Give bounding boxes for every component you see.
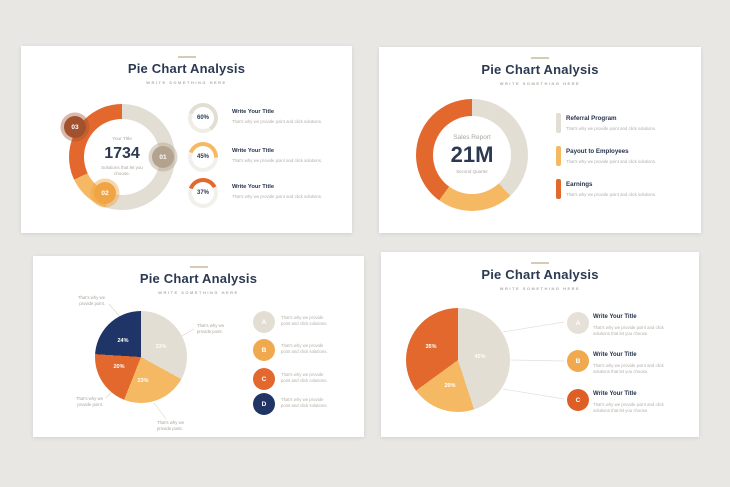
legend-marker-c: C — [253, 368, 275, 390]
donut-center: Sales Report 21M Second Quarter — [433, 116, 511, 194]
stat-desc-2: That's why we provide point and click so… — [232, 158, 323, 163]
stat-title-3: Write Your Title — [232, 184, 275, 190]
connector-line — [510, 359, 565, 362]
legend-desc-referral: That's why we provide point and click so… — [566, 126, 657, 131]
callout-bottom: That's why we provide point. — [157, 420, 185, 432]
gauge-60-percent: 60% — [196, 115, 209, 121]
legend-marker-c: C — [567, 389, 589, 411]
gauge-45-percent: 45% — [196, 154, 209, 160]
slide-4[interactable]: Pie Chart Analysis WRITE SOMETHING HERE … — [381, 252, 699, 437]
gauge-37-percent: 37% — [196, 190, 209, 196]
slide-subtitle: WRITE SOMETHING HERE — [158, 290, 239, 295]
stat-desc-1: That's why we provide point and click so… — [232, 119, 323, 124]
legend-title-payout: Payout to Employees — [566, 148, 629, 155]
pie-chart — [406, 308, 510, 412]
title-accent-dash — [531, 57, 549, 59]
legend-marker-a: A — [253, 311, 275, 333]
legend-title-c: Write Your Title — [593, 391, 637, 397]
stat-title-2: Write Your Title — [232, 148, 275, 154]
stat-desc-3: That's why we provide point and click so… — [232, 194, 323, 199]
slide-title: Pie Chart Analysis — [127, 61, 246, 76]
donut-center: Your Title 1734 Solutions that let you c… — [84, 119, 160, 195]
donut-center-value: 1734 — [104, 145, 140, 162]
slide-title: Pie Chart Analysis — [139, 271, 258, 286]
callout-bottom-left: That's why we provide point. — [75, 396, 103, 408]
gauge-37: 37% — [188, 178, 218, 208]
pie-label-beige: 33% — [155, 344, 167, 350]
legend-desc-d: That's why we provide point and click so… — [281, 397, 328, 409]
slide-subtitle: WRITE SOMETHING HERE — [146, 80, 227, 85]
legend-desc-earnings: That's why we provide point and click so… — [566, 192, 657, 197]
legend-letter-b: B — [261, 346, 267, 354]
pie-label-beige: 45% — [474, 354, 486, 360]
gauge-60: 60% — [188, 103, 218, 133]
slide-title: Pie Chart Analysis — [481, 267, 599, 282]
legend-desc-b: That's why we provide point and click so… — [593, 363, 664, 375]
legend-letter-c: C — [261, 375, 267, 383]
legend-title-b: Write Your Title — [593, 352, 637, 358]
legend-marker-d: D — [253, 393, 275, 415]
legend-swatch-earnings — [556, 179, 561, 199]
stat-title-1: Write Your Title — [232, 109, 275, 115]
legend-marker-b: B — [253, 339, 275, 361]
legend-letter-a: A — [261, 318, 267, 326]
legend-desc-b: That's why we provide point and click so… — [281, 343, 328, 355]
legend-swatch-referral — [556, 113, 561, 133]
legend-title-referral: Referral Program — [566, 115, 617, 122]
badge-02: 02 — [94, 182, 116, 204]
pie-label-navy: 24% — [117, 338, 129, 344]
legend-title-a: Write Your Title — [593, 314, 637, 320]
legend-letter-a: A — [575, 319, 581, 327]
title-accent-dash — [177, 56, 196, 58]
connector-line — [502, 388, 565, 400]
legend-desc-a: That's why we provide point and click so… — [593, 325, 664, 337]
slide-title: Pie Chart Analysis — [481, 62, 599, 77]
legend-marker-a: A — [567, 312, 589, 334]
legend-desc-payout: That's why we provide point and click so… — [566, 159, 657, 164]
slide-subtitle: WRITE SOMETHING HERE — [499, 286, 581, 291]
donut-center-value: 21M — [450, 142, 494, 167]
donut-center-caption: Solutions that let you choose. — [101, 165, 143, 176]
callout-top-left: That's why we provide point. — [77, 295, 105, 307]
connector-line — [153, 402, 167, 420]
donut-chart: Sales Report 21M Second Quarter — [416, 99, 528, 211]
pie-label-orange: 20% — [113, 364, 125, 370]
title-accent-dash — [189, 266, 208, 268]
legend-letter-b: B — [575, 357, 581, 365]
badge-01-label: 01 — [159, 153, 167, 161]
badge-03-label: 03 — [71, 123, 79, 131]
badge-02-label: 02 — [101, 189, 109, 197]
title-accent-dash — [531, 262, 549, 264]
gauge-45: 45% — [188, 142, 218, 172]
donut-center-caption: Second Quarter — [456, 169, 488, 174]
connector-line — [502, 321, 565, 333]
badge-01: 01 — [152, 146, 174, 168]
slide-subtitle: WRITE SOMETHING HERE — [499, 81, 581, 86]
pie-chart — [95, 311, 187, 403]
donut-center-label: Your Title — [112, 137, 132, 142]
slide-3[interactable]: Pie Chart Analysis WRITE SOMETHING HERE … — [33, 256, 364, 437]
slide-2[interactable]: Pie Chart Analysis WRITE SOMETHING HERE … — [379, 47, 701, 233]
badge-03: 03 — [64, 116, 86, 138]
legend-letter-c: C — [575, 396, 581, 404]
legend-swatch-payout — [556, 146, 561, 166]
legend-desc-a: That's why we provide point and click so… — [281, 315, 328, 327]
pie-label-amber: 20% — [444, 383, 456, 389]
pie-label-orange: 35% — [425, 344, 437, 350]
slide-1[interactable]: Pie Chart Analysis WRITE SOMETHING HERE … — [21, 46, 352, 233]
legend-desc-c: That's why we provide point and click so… — [281, 372, 328, 384]
legend-title-earnings: Earnings — [566, 181, 593, 188]
donut-center-label: Sales Report — [453, 134, 491, 141]
pie-label-amber: 23% — [137, 378, 149, 384]
legend-desc-c: That's why we provide point and click so… — [593, 402, 664, 414]
callout-right: That's why we provide point. — [197, 323, 225, 335]
legend-letter-d: D — [261, 400, 267, 408]
legend-marker-b: B — [567, 350, 589, 372]
